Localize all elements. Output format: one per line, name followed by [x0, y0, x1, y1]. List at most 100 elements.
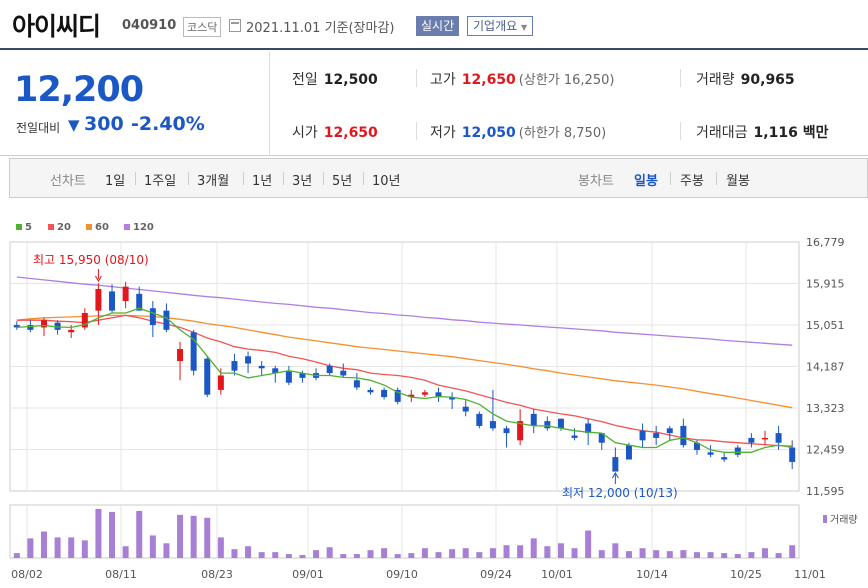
volume-bar: [666, 551, 673, 558]
candle-body: [598, 433, 605, 443]
divider: [135, 172, 136, 185]
volume-bar: [353, 554, 360, 558]
candle-body: [517, 421, 524, 441]
candle-body: [217, 375, 224, 390]
x-tick-label: 09/10: [386, 568, 418, 581]
divider: [680, 122, 681, 140]
upper-limit: (상한가 16,250): [518, 73, 615, 88]
candle-body: [109, 291, 116, 311]
period-5y[interactable]: 5년: [332, 174, 353, 189]
candle-body: [367, 389, 374, 393]
high-annotation: 최고 15,950 (08/10): [33, 253, 149, 267]
divider: [243, 172, 244, 185]
divider: [323, 172, 324, 185]
volume-bar: [693, 552, 700, 558]
market-badge: 코스닥: [183, 17, 222, 37]
candle-body: [734, 447, 741, 455]
candle: [421, 389, 428, 398]
period-3y[interactable]: 3년: [292, 174, 313, 189]
volume-bar: [571, 548, 578, 558]
candle: [41, 317, 48, 337]
y-tick-label: 14,187: [806, 361, 845, 374]
candle: [517, 409, 524, 446]
volume-bar: [748, 552, 755, 558]
volume-label: 거래량: [830, 514, 858, 526]
ma5-line: [16, 307, 793, 453]
candle: [775, 425, 782, 450]
period-1d[interactable]: 1일: [105, 174, 126, 189]
title-bar: 아이씨디 040910 코스닥 2021.11.01 기준(장마감) 실시간 기…: [0, 0, 868, 50]
volume-bar: [517, 545, 524, 558]
candle: [285, 365, 292, 386]
candle: [721, 452, 728, 462]
volume-bar: [313, 550, 320, 558]
chart-toolbar: 선차트 1일 1주일 3개월 1년 3년 5년 10년 봉차트 일봉 주봉 월봉: [9, 158, 868, 198]
candle: [381, 387, 388, 400]
candle-monthly[interactable]: 월봉: [726, 174, 750, 189]
volume-bar: [721, 553, 728, 558]
candle-weekly[interactable]: 주봉: [680, 174, 704, 189]
change-amount: 300: [84, 113, 124, 135]
candle: [435, 387, 442, 402]
realtime-button[interactable]: 실시간: [416, 16, 460, 36]
date-text: 2021.11.01 기준(장마감): [246, 21, 395, 36]
volume-bar: [13, 553, 20, 558]
candle: [612, 447, 619, 472]
legend-ma5-label: 5: [25, 222, 32, 233]
volume-stat: 거래량 90,965: [696, 69, 795, 89]
change-label: 전일대비: [16, 121, 61, 135]
candle-body: [68, 329, 75, 333]
period-1w[interactable]: 1주일: [144, 174, 177, 189]
y-tick-label: 16,779: [806, 236, 845, 249]
candle-body: [666, 428, 673, 434]
stock-name: 아이씨디: [12, 12, 101, 41]
current-price: 12,200: [14, 70, 144, 110]
volume-bar: [367, 550, 374, 558]
candle: [136, 286, 143, 311]
volume-bar: [680, 550, 687, 558]
volume-bar: [163, 543, 170, 558]
volume-bar: [381, 548, 388, 558]
candle-body: [258, 365, 265, 369]
candle-body: [693, 442, 700, 450]
candle-body: [408, 394, 415, 398]
candle-daily[interactable]: 일봉: [634, 174, 658, 189]
x-tick-label: 08/02: [11, 568, 43, 581]
low-arrow-icon: [611, 472, 619, 479]
volume-bar: [326, 547, 333, 558]
volume-bar: [245, 546, 252, 558]
high-label: 고가: [430, 72, 456, 88]
volume-bar: [190, 515, 197, 558]
candle-body: [394, 389, 401, 402]
low-value: 12,050: [461, 125, 516, 141]
volume-bar: [54, 537, 61, 558]
down-arrow-icon: ▼: [68, 116, 80, 134]
candle-body: [721, 457, 728, 460]
candle: [476, 411, 483, 429]
candle-body: [761, 437, 768, 440]
candle-body: [177, 349, 184, 362]
candle-body: [557, 418, 564, 429]
period-10y[interactable]: 10년: [372, 174, 401, 189]
candle-body: [489, 421, 496, 429]
volume-bar: [258, 552, 265, 558]
divider: [416, 122, 417, 140]
candle: [734, 445, 741, 458]
candle-body: [476, 413, 483, 426]
period-1y[interactable]: 1년: [252, 174, 273, 189]
candle-body: [571, 435, 578, 438]
volume-bar: [394, 554, 401, 558]
company-overview-button[interactable]: 기업개요 ▼: [467, 16, 534, 36]
x-tick-label: 11/01: [794, 568, 826, 581]
candle: [81, 308, 88, 330]
candle-body: [204, 358, 211, 395]
period-3m[interactable]: 3개월: [197, 174, 230, 189]
candle: [503, 425, 510, 448]
candle: [204, 356, 211, 398]
legend-swatch: [16, 224, 22, 230]
volume-bar: [789, 545, 796, 558]
candle-body: [680, 425, 687, 446]
volume-bar: [231, 549, 238, 558]
stock-code: 040910: [122, 18, 177, 33]
